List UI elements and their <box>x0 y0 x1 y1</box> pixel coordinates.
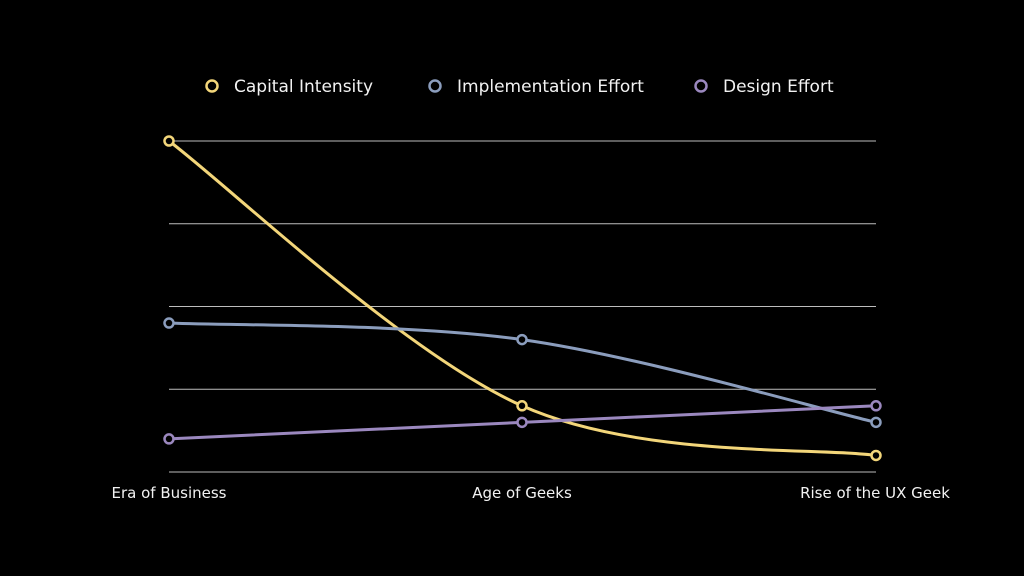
x-tick-label: Rise of the UX Geek <box>800 484 950 502</box>
legend: Capital Intensity Implementation Effort De… <box>205 77 834 97</box>
legend-label: Design Effort <box>723 77 834 97</box>
legend-marker <box>205 79 219 93</box>
data-point-capital-intensity <box>163 135 175 147</box>
data-point-implementation-effort <box>870 416 882 429</box>
legend-marker <box>428 79 442 93</box>
data-point-implementation-effort <box>516 333 528 346</box>
legend-label: Capital Intensity <box>234 77 373 97</box>
x-tick-label: Era of Business <box>112 484 227 502</box>
x-tick-label: Age of Geeks <box>472 484 572 502</box>
series-points <box>163 135 882 462</box>
x-axis-tick-labels: Era of Business Age of Geeks Rise of the U… <box>112 484 951 502</box>
data-point-design-effort <box>870 400 882 412</box>
data-point-capital-intensity <box>516 400 528 412</box>
legend-entry: Capital Intensity <box>205 77 373 97</box>
legend-label: Implementation Effort <box>457 77 644 97</box>
data-point-design-effort <box>516 416 528 429</box>
data-point-implementation-effort <box>163 317 175 329</box>
data-point-design-effort <box>163 433 175 445</box>
legend-entry: Design Effort <box>694 77 834 97</box>
gridlines <box>169 140 876 473</box>
legend-entry: Implementation Effort <box>428 77 644 97</box>
legend-marker <box>694 79 708 93</box>
data-point-capital-intensity <box>870 449 882 462</box>
